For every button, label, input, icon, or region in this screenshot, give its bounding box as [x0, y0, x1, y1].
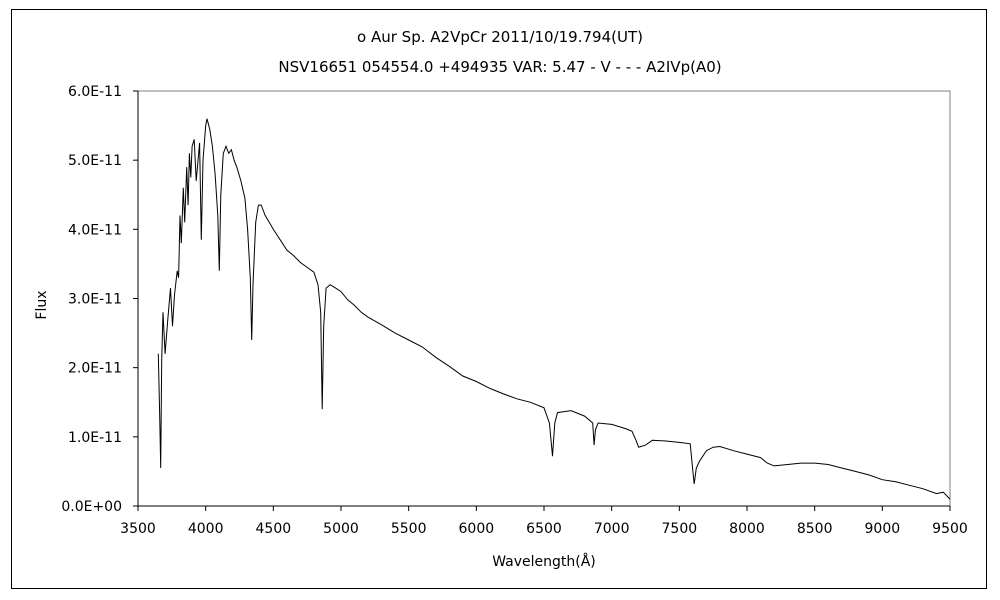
chart-title-line2: NSV16651 054554.0 +494935 VAR: 5.47 - V …	[278, 58, 721, 76]
y-axis-ticks: 0.0E+00 1.0E-11 2.0E-11 3.0E-11 4.0E-11 5.0E-…	[61, 84, 138, 515]
spectrum-line	[157, 118, 951, 500]
y-tick-label: 3.0E-11	[68, 292, 122, 308]
chart-frame	[11, 9, 987, 589]
x-axis-label: Wavelength(Å)	[492, 553, 596, 570]
x-tick-label: 6000	[459, 521, 495, 537]
x-tick-label: 8000	[729, 521, 765, 537]
plot-area	[137, 90, 951, 507]
x-axis-ticks: 3500 4000 4500 5000 5500 6000 6500 7000 7500 8000…	[120, 506, 968, 537]
x-tick-label: 4500	[256, 521, 292, 537]
y-tick-label: 2.0E-11	[68, 361, 122, 377]
x-tick-label: 3500	[120, 521, 156, 537]
y-axis-label: Flux	[34, 290, 50, 319]
x-tick-label: 6500	[526, 521, 562, 537]
chart-title-line1: ο Aur Sp. A2VpCr 2011/10/19.794(UT)	[357, 28, 643, 46]
y-tick-label: 5.0E-11	[68, 153, 122, 169]
x-tick-label: 5000	[323, 521, 359, 537]
y-tick-label: 4.0E-11	[68, 222, 122, 238]
x-tick-label: 4000	[188, 521, 224, 537]
x-tick-label: 8500	[797, 521, 833, 537]
y-tick-label: 6.0E-11	[68, 84, 122, 100]
y-tick-label: 1.0E-11	[68, 430, 122, 446]
x-tick-label: 9000	[865, 521, 901, 537]
x-tick-label: 7000	[594, 521, 630, 537]
x-tick-label: 9500	[932, 521, 968, 537]
y-tick-label: 0.0E+00	[61, 499, 122, 515]
x-tick-label: 5500	[391, 521, 427, 537]
x-tick-label: 7500	[662, 521, 698, 537]
